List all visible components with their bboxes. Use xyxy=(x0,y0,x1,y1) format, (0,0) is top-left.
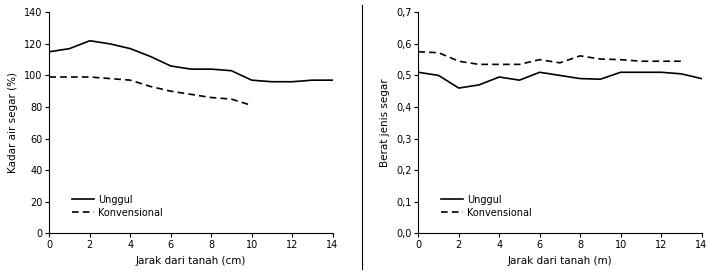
Unggul xyxy=(556,74,564,77)
Unggul xyxy=(247,79,256,82)
Unggul xyxy=(65,47,74,50)
Line: Konvensional: Konvensional xyxy=(418,52,682,64)
Konvensional xyxy=(227,98,236,101)
Unggul xyxy=(677,72,686,76)
Konvensional xyxy=(187,93,195,96)
Unggul xyxy=(268,80,276,83)
Konvensional xyxy=(126,79,135,82)
Unggul xyxy=(596,78,605,81)
Unggul xyxy=(85,39,94,42)
Konvensional xyxy=(677,59,686,63)
Konvensional xyxy=(516,63,524,66)
Konvensional xyxy=(435,51,443,54)
Unggul xyxy=(227,69,236,72)
Unggul xyxy=(435,74,443,77)
Konvensional xyxy=(556,61,564,64)
Konvensional xyxy=(106,77,115,80)
Y-axis label: Kadar air segar (%): Kadar air segar (%) xyxy=(9,72,19,173)
Unggul xyxy=(288,80,296,83)
Unggul xyxy=(536,71,544,74)
Konvensional xyxy=(45,75,54,79)
Y-axis label: Berat jenis segar: Berat jenis segar xyxy=(380,78,390,167)
Konvensional xyxy=(65,75,74,79)
Unggul xyxy=(697,77,706,80)
Konvensional xyxy=(495,63,503,66)
Unggul xyxy=(455,86,463,90)
Unggul xyxy=(516,79,524,82)
Konvensional xyxy=(247,104,256,107)
Konvensional xyxy=(536,58,544,61)
Line: Unggul: Unggul xyxy=(49,41,332,82)
Konvensional xyxy=(657,59,665,63)
Unggul xyxy=(166,64,175,68)
Konvensional xyxy=(85,75,94,79)
Unggul xyxy=(576,77,584,80)
Konvensional xyxy=(637,59,645,63)
Konvensional xyxy=(146,85,155,88)
Unggul xyxy=(308,79,316,82)
Unggul xyxy=(45,50,54,53)
Unggul xyxy=(207,67,216,71)
Konvensional xyxy=(576,54,584,58)
Unggul xyxy=(106,42,115,45)
Unggul xyxy=(146,55,155,58)
Unggul xyxy=(414,71,422,74)
X-axis label: Jarak dari tanah (m): Jarak dari tanah (m) xyxy=(508,256,612,266)
Konvensional xyxy=(455,59,463,63)
Konvensional xyxy=(596,57,605,61)
Konvensional xyxy=(616,58,625,61)
Konvensional xyxy=(414,50,422,53)
Unggul xyxy=(126,47,135,50)
Unggul xyxy=(657,71,665,74)
Unggul xyxy=(637,71,645,74)
Konvensional xyxy=(475,63,483,66)
Legend: Unggul, Konvensional: Unggul, Konvensional xyxy=(68,191,167,222)
Unggul xyxy=(187,67,195,71)
Line: Konvensional: Konvensional xyxy=(49,77,251,105)
X-axis label: Jarak dari tanah (cm): Jarak dari tanah (cm) xyxy=(136,256,246,266)
Unggul xyxy=(328,79,337,82)
Unggul xyxy=(616,71,625,74)
Line: Unggul: Unggul xyxy=(418,72,702,88)
Konvensional xyxy=(166,90,175,93)
Konvensional xyxy=(207,96,216,99)
Unggul xyxy=(475,83,483,87)
Legend: Unggul, Konvensional: Unggul, Konvensional xyxy=(437,191,536,222)
Unggul xyxy=(495,75,503,79)
